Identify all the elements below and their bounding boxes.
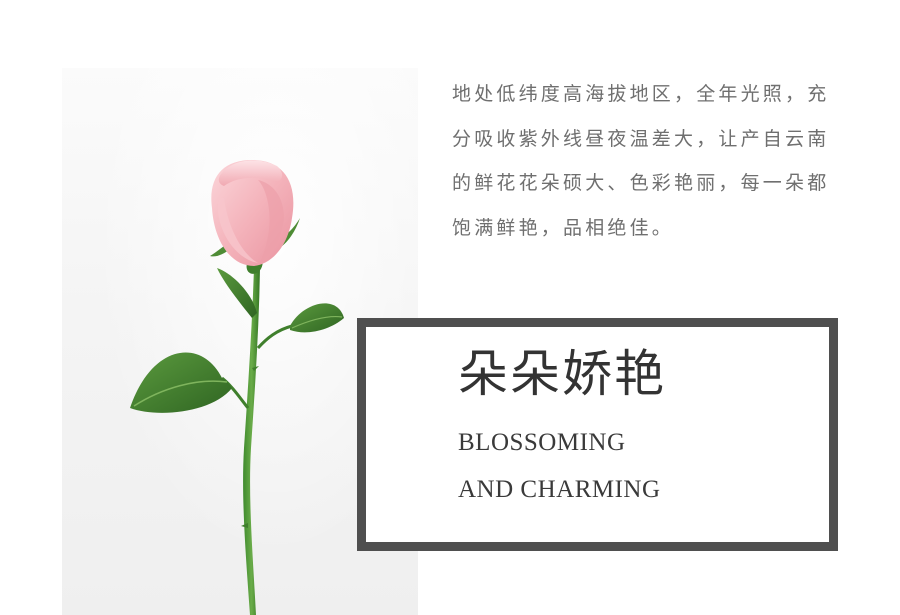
rose-leaf-right [290, 303, 344, 333]
rose-stem [243, 268, 260, 615]
feature-subtitle-line1: BLOSSOMING [458, 429, 626, 456]
intro-paragraph: 地处低纬度高海拔地区，全年光照，充分吸收紫外线昼夜温差大，让产自云南的鲜花花朵硕… [452, 83, 830, 239]
rose-illustration [130, 160, 344, 615]
feature-frame: 朵朵娇艳 BLOSSOMING AND CHARMING [357, 318, 838, 551]
rose-leaf-upper [217, 268, 257, 318]
feature-title: 朵朵娇艳 [458, 345, 666, 403]
rose-leaf-left [130, 352, 232, 413]
feature-subtitle-line2: AND CHARMING [458, 476, 661, 503]
